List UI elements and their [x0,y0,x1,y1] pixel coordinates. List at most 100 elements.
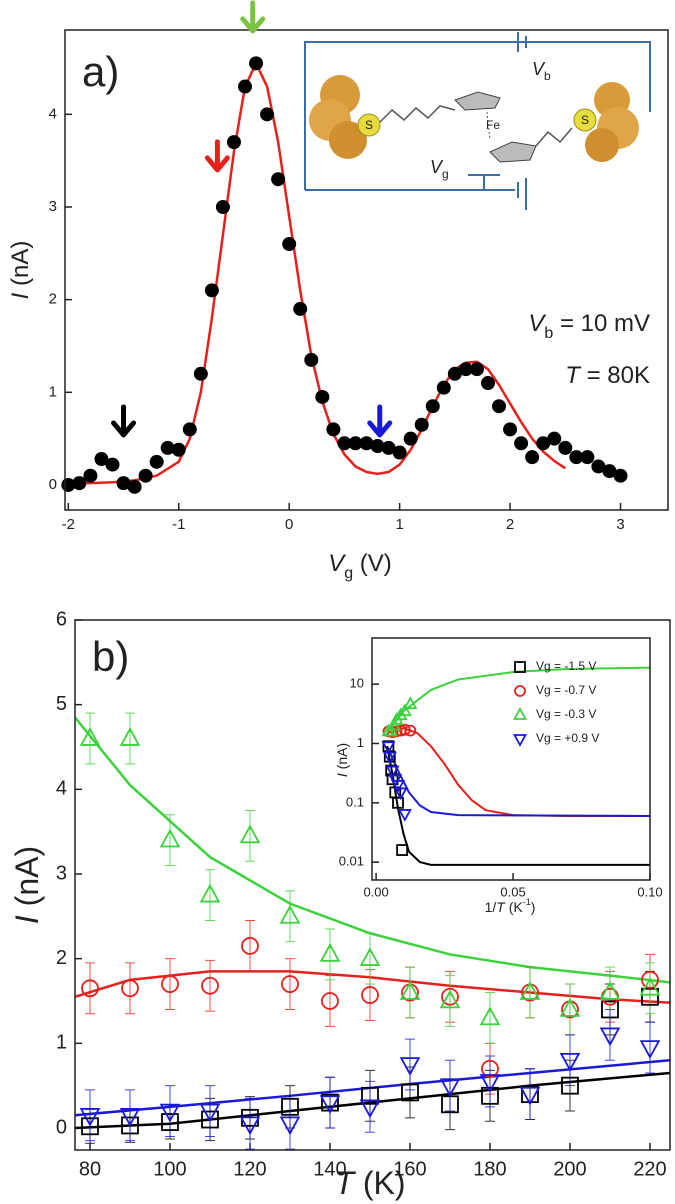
data-point [519,981,541,1000]
error-bar [405,1038,415,1091]
plot-frame [64,29,669,511]
error-bar [445,975,455,1027]
data-point [238,79,253,94]
x-tick-label: 80 [79,1158,101,1180]
data-point [149,454,164,469]
error-bar [245,920,255,972]
data-point [385,765,400,779]
data-point [393,707,408,721]
x-axis-label: 1/T (K-1) [485,897,536,914]
error-bar [365,1080,375,1133]
data-point [559,997,581,1017]
error-bar [485,992,495,1044]
data-point [199,1103,221,1123]
data-point [79,727,101,746]
error-bar [525,1068,535,1121]
data-point [601,1000,619,1019]
error-bar [325,1076,335,1129]
data-point [393,787,408,801]
data-point [182,422,197,437]
data-point [94,452,109,467]
text-part: T [565,362,582,389]
data-point [561,1076,579,1095]
data-point [481,1086,499,1105]
data-point [403,696,418,710]
error-bar [285,958,295,1010]
text-part: ) [531,899,536,915]
data-point [397,703,412,717]
data-point [559,1052,581,1072]
circuit-wire [304,41,651,190]
y-tick-label: 10 [350,676,364,691]
data-point [260,107,275,122]
error-bar [445,1059,455,1112]
data-point [239,824,261,844]
error-bar [405,966,415,1019]
data-point [348,436,363,451]
error-bar [85,1089,95,1142]
gold-atom [329,121,367,159]
y-axis-label: I (nA) [334,743,350,777]
y-tick-label: 0.01 [339,854,364,869]
legend-label: Vg = -0.3 V [536,707,596,721]
x-tick-label: -2 [62,516,75,533]
annotation: T = 80K [565,362,650,389]
data-point [591,459,606,474]
x-tick-label: 3 [616,516,624,533]
y-axis-label: I (nA) [7,241,34,300]
data-point [641,987,659,1006]
data-point [399,981,421,1000]
text-part: g [442,167,449,181]
legend-label: Vg = -0.7 V [536,683,596,697]
x-tick-label: 0.00 [363,884,388,899]
data-point [159,1103,181,1123]
data-point [569,450,584,465]
error-bar [205,959,215,1012]
text-part: I [9,915,45,924]
data-point [480,376,495,391]
data-point [392,796,404,809]
y-tick-label: 4 [49,105,57,122]
error-bar [205,869,215,922]
data-point [547,431,562,446]
data-point [293,301,308,316]
text-part: -1 [523,897,531,907]
data-point [479,1074,501,1093]
text-part: T [334,1165,356,1201]
alkyl-chain [379,105,456,123]
text-part: b [544,69,551,83]
data-point [199,883,221,903]
data-point [641,970,659,989]
data-point [121,1116,139,1135]
data-point [599,981,621,1000]
legend-label: Vg = -1.5 V [536,659,596,673]
data-point [83,468,98,483]
error-bar [645,1021,655,1074]
error-bar [85,962,95,1015]
y-tick-label: 3 [56,862,67,884]
y-tick-label: 1 [49,383,57,400]
data-point [514,436,529,451]
y-tick-label: 5 [56,693,67,715]
data-point [580,450,595,465]
error-bar [165,958,175,1010]
y-tick-label: 2 [56,947,67,969]
y-tick-label: 3 [49,198,57,215]
data-point [279,1116,301,1136]
data-point [81,979,99,998]
data-point [639,976,661,996]
fit-line [75,1071,670,1130]
data-point [119,1107,141,1127]
data-point [512,707,528,720]
data-point [201,976,219,995]
x-axis-label: Vg (V) [328,550,392,581]
fit-line [386,745,650,817]
y-tick-label: 6 [56,608,67,630]
data-point [204,283,219,298]
sulfur-atom [573,108,597,132]
arrow [367,404,393,438]
x-tick-label: 100 [153,1158,186,1180]
data-point [370,439,385,454]
text-part: (nA) [7,241,34,293]
